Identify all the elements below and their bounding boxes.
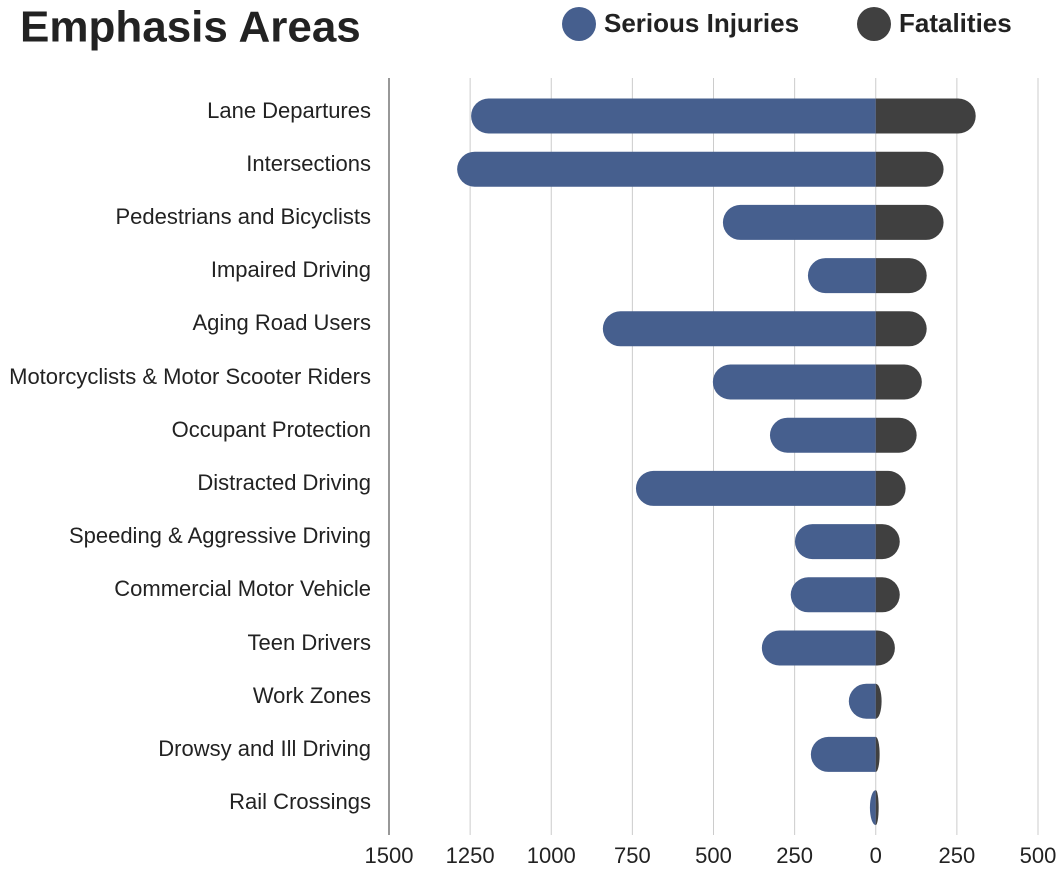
bar	[790, 577, 876, 613]
x-tick-label: 750	[614, 843, 651, 868]
bar	[722, 204, 876, 240]
bar	[761, 630, 876, 666]
x-tick-label: 0	[870, 843, 882, 868]
bar	[810, 736, 876, 772]
y-tick-label: Commercial Motor Vehicle	[114, 576, 371, 602]
chart-title: Emphasis Areas	[20, 3, 361, 52]
y-tick-label: Drowsy and Ill Driving	[158, 735, 371, 761]
y-tick-label: Work Zones	[252, 682, 371, 708]
bar	[875, 470, 906, 506]
bar	[602, 311, 876, 347]
y-tick-label: Intersections	[246, 150, 371, 176]
bar	[635, 470, 876, 506]
bar	[875, 683, 882, 719]
bar	[848, 683, 876, 719]
x-tick-label: 500	[1020, 843, 1057, 868]
x-tick-label: 500	[695, 843, 732, 868]
bar	[875, 204, 944, 240]
bar	[875, 417, 917, 453]
bar	[875, 364, 922, 400]
bar	[875, 577, 900, 613]
y-tick-label: Teen Drivers	[247, 629, 371, 655]
bar	[794, 524, 876, 560]
bar	[875, 258, 927, 294]
bar	[807, 258, 876, 294]
y-tick-label: Speeding & Aggressive Driving	[68, 523, 371, 549]
bar	[875, 790, 879, 826]
bar	[875, 151, 944, 187]
bar	[769, 417, 876, 453]
legend-label: Fatalities	[899, 8, 1012, 38]
bar	[875, 736, 880, 772]
y-tick-label: Distracted Driving	[197, 469, 371, 495]
y-tick-label: Motorcyclists & Motor Scooter Riders	[9, 363, 371, 389]
y-tick-label: Impaired Driving	[210, 257, 371, 283]
y-tick-label: Aging Road Users	[192, 310, 371, 336]
bar	[471, 98, 876, 134]
bar	[875, 524, 900, 560]
bar	[875, 98, 976, 134]
bar	[869, 790, 876, 826]
y-tick-label: Occupant Protection	[171, 416, 371, 442]
bar	[457, 151, 876, 187]
x-tick-label: 250	[776, 843, 813, 868]
bar	[875, 311, 927, 347]
y-tick-label: Pedestrians and Bicyclists	[115, 203, 371, 229]
x-tick-label: 1000	[527, 843, 576, 868]
y-tick-label: Rail Crossings	[229, 789, 371, 815]
x-tick-label: 250	[939, 843, 976, 868]
legend-label: Serious Injuries	[604, 8, 799, 38]
y-tick-label: Lane Departures	[207, 97, 371, 123]
legend-swatch	[857, 7, 891, 41]
bar	[712, 364, 876, 400]
x-tick-label: 1500	[365, 843, 414, 868]
x-tick-label: 1250	[446, 843, 495, 868]
legend-swatch	[562, 7, 596, 41]
bar	[875, 630, 895, 666]
